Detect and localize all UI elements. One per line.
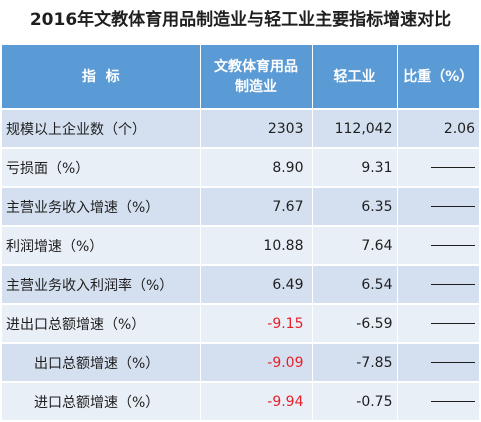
light-industry-value: -0.75 [312,382,398,422]
table-row: 规模以上企业数（个） 2303 112,042 2.06 [2,109,479,149]
dash-placeholder [431,401,475,402]
culture-sports-value: 6.49 [200,265,313,305]
row-label: 进口总额增速（%） [2,382,201,422]
header-ratio: 比重（%） [397,45,479,110]
dash-placeholder [431,167,475,168]
ratio-value [397,304,479,344]
table-row: 进出口总额增速（%） -9.15 -6.59 [2,304,479,344]
table-row: 出口总额增速（%） -9.09 -7.85 [2,343,479,383]
row-label: 出口总额增速（%） [2,343,201,383]
table-row: 进口总额增速（%） -9.94 -0.75 [2,382,479,422]
culture-sports-value: -9.94 [200,382,313,422]
row-label: 规模以上企业数（个） [2,109,201,149]
ratio-value [397,148,479,188]
ratio-value [397,382,479,422]
dash-placeholder [431,284,475,285]
dash-placeholder [431,245,475,246]
light-industry-value: 112,042 [312,109,398,149]
ratio-value [397,265,479,305]
table-row: 亏损面（%） 8.90 9.31 [2,148,479,188]
row-label: 主营业务收入增速（%） [2,187,201,227]
light-industry-value: 6.54 [312,265,398,305]
culture-sports-value: -9.15 [200,304,313,344]
row-label: 进出口总额增速（%） [2,304,201,344]
culture-sports-value: 2303 [200,109,313,149]
light-industry-value: -6.59 [312,304,398,344]
header-culture-sports: 文教体育用品 制造业 [200,45,313,110]
row-label: 主营业务收入利润率（%） [2,265,201,305]
indicator-table: 指 标 文教体育用品 制造业 轻工业 比重（%） 规模以上企业数（个） 2303 1… [2,45,479,422]
header-light-industry: 轻工业 [312,45,398,110]
light-industry-value: -7.85 [312,343,398,383]
ratio-value [397,343,479,383]
culture-sports-value: 8.90 [200,148,313,188]
table-row: 主营业务收入利润率（%） 6.49 6.54 [2,265,479,305]
header-indicator: 指 标 [2,45,201,110]
page-title: 2016年文教体育用品制造业与轻工业主要指标增速对比 [29,10,452,30]
ratio-value: 2.06 [397,109,479,149]
culture-sports-value: 10.88 [200,226,313,266]
row-label: 利润增速（%） [2,226,201,266]
light-industry-value: 7.64 [312,226,398,266]
table-header-row: 指 标 文教体育用品 制造业 轻工业 比重（%） [2,45,479,110]
light-industry-value: 6.35 [312,187,398,227]
row-label: 亏损面（%） [2,148,201,188]
dash-placeholder [431,362,475,363]
ratio-value [397,187,479,227]
dash-placeholder [431,206,475,207]
header-culture-line2: 制造业 [235,78,277,95]
light-industry-value: 9.31 [312,148,398,188]
culture-sports-value: 7.67 [200,187,313,227]
table-row: 主营业务收入增速（%） 7.67 6.35 [2,187,479,227]
dash-placeholder [431,323,475,324]
ratio-value [397,226,479,266]
header-culture-line1: 文教体育用品 [214,58,298,75]
culture-sports-value: -9.09 [200,343,313,383]
table-row: 利润增速（%） 10.88 7.64 [2,226,479,266]
